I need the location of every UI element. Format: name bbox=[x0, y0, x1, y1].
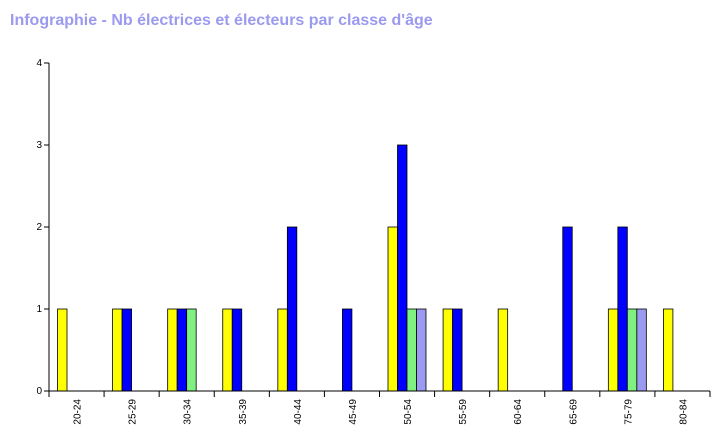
x-tick-label-25-29: 25-29 bbox=[128, 399, 139, 425]
x-tick-label-30-34: 30-34 bbox=[183, 399, 194, 425]
bar-30-34-series-1 bbox=[167, 308, 178, 392]
bar-35-39-series-1 bbox=[222, 308, 233, 392]
bar-50-54-series-2 bbox=[397, 144, 408, 392]
y-tick-label-0: 0 bbox=[36, 386, 42, 397]
x-tick-label-65-69: 65-69 bbox=[568, 399, 579, 425]
bar-50-54-series-1 bbox=[387, 226, 398, 392]
x-tick-label-45-49: 45-49 bbox=[348, 399, 359, 425]
bar-40-44-series-2 bbox=[286, 226, 298, 392]
bar-20-24-series-1 bbox=[57, 308, 68, 392]
bar-60-64-series-1 bbox=[497, 308, 509, 392]
y-tick-label-2: 2 bbox=[36, 222, 42, 233]
bar-75-79-series-2 bbox=[617, 226, 628, 392]
bar-80-84-series-1 bbox=[663, 308, 674, 392]
x-tick-label-50-54: 50-54 bbox=[403, 399, 414, 425]
x-tick-label-75-79: 75-79 bbox=[623, 399, 634, 425]
chart-title: Infographie - Nb électrices et électeurs… bbox=[10, 12, 433, 29]
bar-65-69-series-2 bbox=[562, 226, 573, 392]
bar-75-79-series-4 bbox=[636, 308, 647, 392]
bar-45-49-series-2 bbox=[342, 308, 353, 392]
bar-75-79-series-1 bbox=[607, 308, 619, 392]
bar-40-44-series-1 bbox=[277, 308, 288, 392]
x-tick-label-55-59: 55-59 bbox=[458, 399, 469, 425]
bar-25-29-series-2 bbox=[121, 308, 132, 392]
bar-30-34-series-3 bbox=[186, 308, 197, 392]
bar-25-29-series-1 bbox=[112, 308, 123, 392]
x-tick-label-20-24: 20-24 bbox=[73, 399, 84, 425]
bar-50-54-series-4 bbox=[416, 308, 427, 392]
x-tick-label-40-44: 40-44 bbox=[293, 399, 304, 425]
x-tick-label-80-84: 80-84 bbox=[678, 399, 689, 425]
bar-75-79-series-3 bbox=[626, 308, 638, 392]
chart-axes: 0 1 2 3 4 20-24 25-29 30-34 35-39 40-44 45-49 50-54… bbox=[36, 58, 711, 425]
bar-50-54-series-3 bbox=[406, 308, 417, 392]
bar-55-59-series-2 bbox=[452, 308, 463, 392]
bar-30-34-series-2 bbox=[176, 308, 188, 392]
x-tick-label-60-64: 60-64 bbox=[513, 399, 524, 425]
y-tick-label-3: 3 bbox=[36, 140, 42, 151]
x-tick-label-35-39: 35-39 bbox=[238, 399, 249, 425]
y-tick-label-4: 4 bbox=[36, 58, 42, 69]
y-tick-label-1: 1 bbox=[36, 304, 42, 315]
chart-marks bbox=[57, 144, 674, 392]
bar-35-39-series-2 bbox=[231, 308, 243, 392]
bar-55-59-series-1 bbox=[442, 308, 453, 392]
